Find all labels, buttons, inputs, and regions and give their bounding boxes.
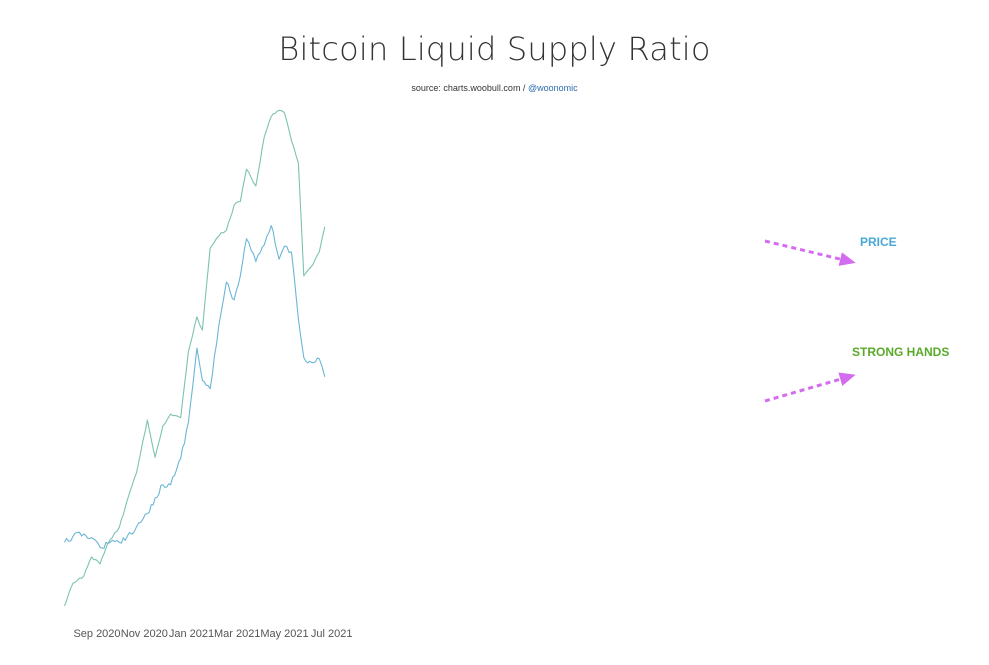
price-trend-arrow: [764, 239, 856, 266]
strong-hands-series: [63, 109, 326, 607]
series-line: [63, 109, 326, 607]
source-prefix: source: charts.woobull.com /: [411, 83, 528, 93]
strong-hands-label: STRONG HANDS: [852, 345, 949, 359]
chart-title: Bitcoin Liquid Supply Ratio: [278, 30, 711, 68]
source-handle-link[interactable]: @woonomic: [527, 83, 578, 93]
price-label: PRICE: [860, 235, 897, 249]
chart-source: source: charts.woobull.com / @woonomic: [0, 83, 989, 93]
annotations: PRICE STRONG HANDS: [764, 235, 949, 403]
x-tick-label: Nov 2020: [121, 628, 168, 640]
x-tick-label: Jan 2021: [169, 628, 214, 640]
x-tick-label: Jul 2021: [311, 628, 353, 640]
price-series: [64, 225, 326, 549]
strong-hands-trend-arrow: [764, 372, 856, 403]
x-axis-ticks: Sep 2020 Nov 2020 Jan 2021 Mar 2021 May 2021…: [73, 628, 352, 640]
series-line: [64, 225, 326, 549]
x-tick-label: May 2021: [260, 628, 308, 640]
x-tick-label: Sep 2020: [73, 628, 120, 640]
x-tick-label: Mar 2021: [214, 628, 260, 640]
